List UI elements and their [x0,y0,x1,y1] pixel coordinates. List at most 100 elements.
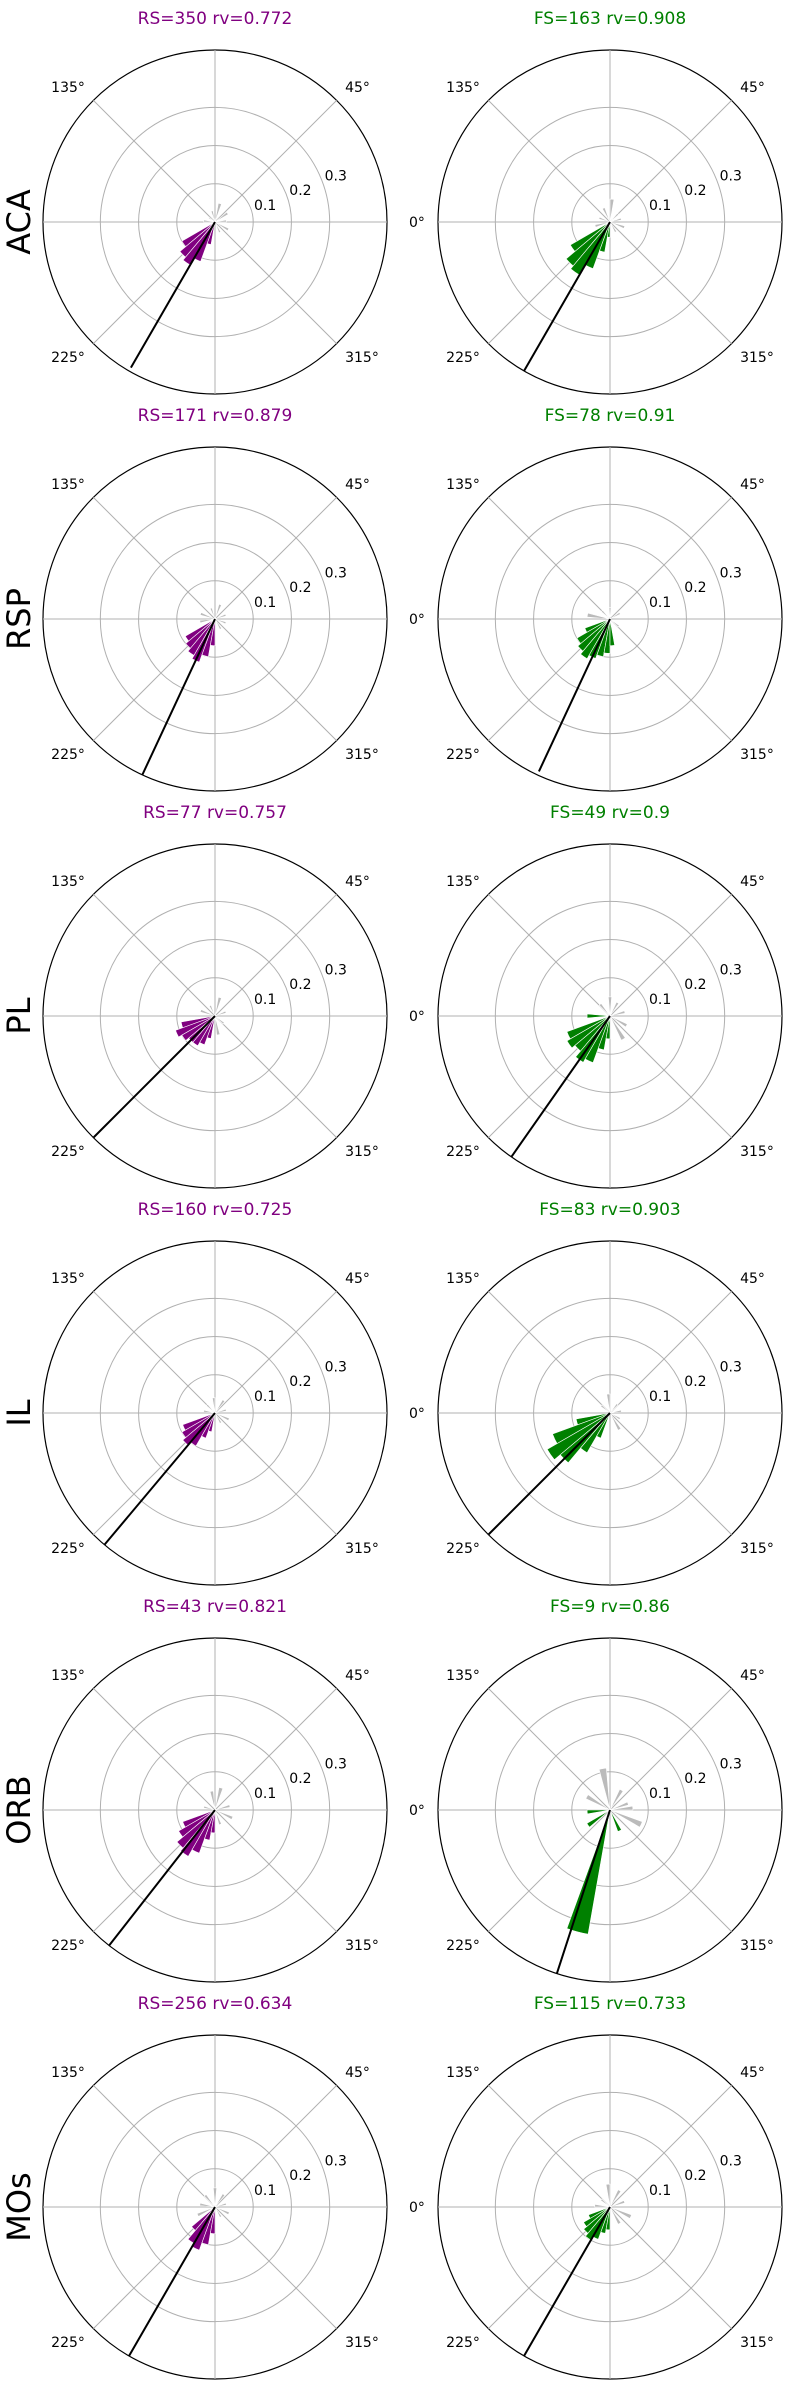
angle-tick-label: 315° [740,350,774,366]
radius-gridcircle [99,2091,331,2323]
angle-gridline [214,100,337,223]
bar-other [214,2206,230,2216]
bar-other [598,216,611,223]
angle-tick-label: 135° [446,1271,480,1287]
radius-gridcircle [533,542,687,696]
bar-other [210,210,216,223]
polar-chart-orb-fs: 0.10.20.30°45°135°225°315°FS=9 rv=0.86 [437,1597,783,1983]
radius-gridcircle [176,1374,254,1452]
radius-gridcircle [99,1694,331,1926]
radius-gridcircle [176,977,254,1055]
bar-other [196,2206,216,2217]
angle-gridline [214,2085,337,2208]
bar-other [214,613,227,620]
bar-fs [605,1015,611,1040]
mean-direction-line [141,618,216,776]
bar-fs [580,618,611,660]
angle-gridline [488,1291,611,1414]
angle-tick-label: 45° [345,1271,370,1287]
bar-other [214,1809,222,1826]
radius-gridcircle [533,1336,687,1490]
radial-tick-label: 0.3 [720,1757,742,1773]
bar-other [207,216,216,223]
radial-tick-label: 0.2 [289,183,311,199]
angle-gridline [609,618,732,741]
angle-tick-label: 0° [409,215,425,231]
angle-gridline [609,1015,732,1138]
radial-tick-label: 0.3 [720,566,742,582]
radial-tick-label: 0.3 [325,169,347,185]
bar-other [598,1767,611,1811]
radial-tick-label: 0.2 [684,1771,706,1787]
angle-tick-label: 0° [409,612,425,628]
angle-tick-label: 0° [409,1803,425,1819]
radial-tick-label: 0.3 [720,1360,742,1376]
mean-direction-line [108,1809,216,1947]
bar-other [594,2204,611,2208]
subplot-title: FS=49 rv=0.9 [550,803,670,823]
angle-tick-label: 225° [446,350,480,366]
angle-tick-label: 45° [345,1668,370,1684]
radial-tick-label: 0.1 [254,595,276,611]
subplot-title: RS=171 rv=0.879 [138,406,293,426]
angle-tick-label: 135° [51,1668,85,1684]
subplot-title: FS=9 rv=0.86 [550,1597,670,1617]
radius-gridcircle [571,2168,649,2246]
angle-tick-label: 225° [446,1144,480,1160]
radial-tick-label: 0.2 [289,1374,311,1390]
polar-chart-rsp-fs: 0.10.20.30°45°135°225°315°FS=78 rv=0.91 [437,406,783,792]
subplot-title: RS=256 rv=0.634 [138,1994,293,2014]
bar-other [205,1403,216,1414]
angle-tick-label: 225° [51,350,85,366]
angle-gridline [214,2206,337,2329]
angle-tick-label: 45° [740,2065,765,2081]
bar-fs [586,1809,611,1828]
radius-gridcircle [533,939,687,1093]
angle-tick-label: 135° [446,2065,480,2081]
row-label-pl: PL [0,997,38,1034]
angle-tick-label: 225° [446,1938,480,1954]
bar-other [214,219,227,223]
angle-tick-label: 315° [345,1541,379,1557]
bar-other [600,2198,611,2208]
angle-gridline [93,2085,216,2208]
bar-other [608,607,612,620]
angle-tick-label: 135° [446,1668,480,1684]
bar-other [609,618,620,628]
subplot-title: FS=83 rv=0.903 [539,1200,681,1220]
bar-other [609,1015,626,1041]
bar-other [214,1408,227,1414]
bar-other [209,1790,216,1811]
bar-other [609,1001,620,1017]
angle-gridline [488,1809,611,1932]
radial-tick-label: 0.3 [720,2154,742,2170]
radial-tick-label: 0.3 [325,2154,347,2170]
angle-tick-label: 135° [446,477,480,493]
angle-tick-label: 135° [51,80,85,96]
bar-fs [603,618,611,654]
bar-other [598,1003,611,1017]
angle-gridline [214,618,337,741]
bar-fs [586,1809,611,1815]
bar-other [214,603,222,620]
bar-rs [210,2206,216,2235]
bar-rs [210,618,216,647]
polar-chart-orb-rs: 0.1 0.2 0.3 0° 45° 135° 225° 315° RS=43 rv=0.821… [0,1597,425,1983]
angle-gridline [609,2085,732,2208]
polar-chart-aca-fs: 0.10.20.30°45°135°225°315°FS=163 rv=0.90… [437,9,783,395]
radius-gridcircle [138,1733,292,1887]
bar-fs [596,1412,611,1439]
angle-tick-label: 45° [740,874,765,890]
radius-gridcircle [571,580,649,658]
mean-direction-line [538,618,611,772]
bar-fs [580,1412,611,1454]
polar-chart-pl-fs: 0.10.20.30°45°135°225°315°FS=49 rv=0.9 [437,803,783,1189]
bar-other [214,996,222,1017]
bar-other [609,2206,622,2225]
bar-other [594,221,611,228]
mean-direction-line [523,221,611,372]
angle-tick-label: 45° [345,874,370,890]
radius-gridcircle [138,939,292,1093]
angle-tick-label: 225° [446,2335,480,2351]
bar-other [609,1403,619,1414]
